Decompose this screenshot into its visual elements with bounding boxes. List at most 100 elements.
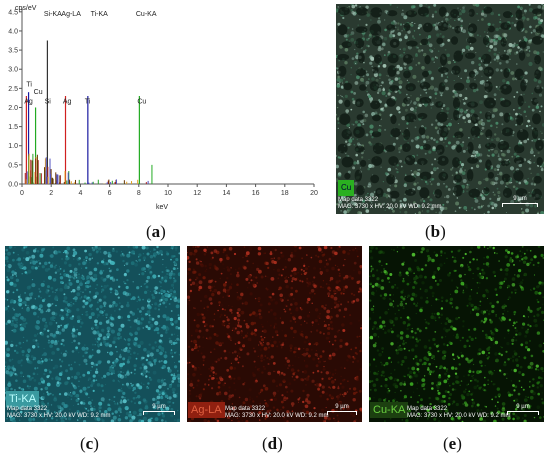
map-speckle (343, 392, 347, 396)
map-speckle (399, 159, 402, 163)
map-speckle (95, 291, 99, 296)
map-speckle (112, 415, 117, 420)
map-speckle (189, 383, 194, 387)
map-speckle (477, 273, 481, 277)
map-speckle (375, 197, 377, 199)
map-pore (434, 189, 442, 199)
map-speckle (118, 415, 121, 417)
map-speckle (520, 6, 523, 10)
map-speckle (417, 80, 420, 83)
map-speckle (284, 363, 288, 366)
map-speckle (177, 267, 179, 270)
map-speckle (474, 123, 478, 127)
map-speckle (161, 271, 164, 273)
map-speckle (350, 74, 352, 76)
map-speckle (535, 364, 539, 368)
map-speckle (319, 271, 323, 275)
map-speckle (10, 410, 14, 413)
map-speckle (527, 310, 529, 312)
map-speckle (473, 363, 475, 366)
peak-top-label: Cu-KA (136, 11, 157, 18)
map-speckle (188, 278, 192, 282)
map-speckle (148, 308, 151, 311)
map-speckle (18, 341, 22, 345)
map-speckle (176, 337, 180, 341)
map-speckle (384, 311, 388, 315)
map-speckle (52, 319, 54, 321)
map-speckle (140, 382, 143, 384)
map-speckle (36, 320, 40, 325)
map-speckle (421, 135, 423, 137)
map-speckle (65, 418, 67, 420)
map-speckle (402, 278, 405, 280)
map-speckle (297, 271, 299, 274)
map-speckle (378, 352, 382, 357)
map-speckle (251, 283, 256, 287)
map-speckle (466, 148, 468, 151)
map-pore (419, 171, 432, 180)
map-speckle (216, 291, 221, 295)
map-speckle (460, 29, 462, 31)
map-speckle (336, 417, 341, 421)
map-speckle (403, 183, 407, 188)
map-speckle (48, 295, 51, 297)
map-speckle (447, 390, 450, 394)
map-speckle (55, 322, 58, 324)
map-speckle (378, 73, 382, 77)
map-speckle (539, 110, 541, 113)
map-speckle (79, 389, 83, 393)
map-speckle (85, 362, 88, 366)
map-speckle (285, 285, 289, 289)
map-speckle (231, 312, 233, 314)
map-speckle (22, 322, 26, 327)
map-speckle (90, 407, 94, 412)
x-tick-label: 18 (281, 190, 289, 197)
map-speckle (502, 313, 504, 315)
map-speckle (388, 78, 391, 82)
map-speckle (28, 417, 33, 422)
map-speckle (31, 265, 35, 270)
map-speckle (289, 319, 292, 323)
map-speckle (273, 397, 278, 402)
map-speckle (397, 346, 401, 350)
map-speckle (270, 355, 274, 359)
map-speckle (229, 273, 232, 276)
map-speckle (337, 387, 340, 390)
map-speckle (369, 192, 375, 197)
map-speckle (527, 405, 531, 410)
map-pore (439, 53, 448, 66)
map-speckle (392, 209, 395, 213)
map-speckle (236, 330, 240, 335)
map-speckle (206, 268, 208, 270)
map-speckle (402, 47, 406, 51)
map-speckle (523, 179, 527, 183)
map-speckle (469, 368, 471, 371)
map-speckle (454, 367, 458, 370)
map-speckle (65, 369, 69, 373)
map-speckle (321, 390, 325, 394)
map-speckle (302, 352, 307, 357)
map-speckle (534, 324, 538, 328)
map-speckle (157, 412, 161, 416)
map-speckle (278, 341, 281, 343)
map-speckle (68, 317, 70, 319)
map-speckle (368, 158, 370, 161)
map-speckle (430, 171, 434, 175)
map-speckle (158, 280, 161, 283)
map-speckle (451, 353, 455, 357)
map-speckle (213, 285, 216, 288)
map-speckle (435, 365, 438, 368)
map-speckle (430, 123, 434, 126)
map-speckle (134, 373, 136, 375)
map-speckle (430, 137, 433, 140)
map-speckle (72, 258, 75, 260)
map-speckle (348, 355, 352, 359)
map-pore (500, 160, 510, 167)
map-speckle (94, 246, 98, 250)
map-speckle (125, 283, 127, 285)
map-speckle (279, 293, 283, 298)
map-speckle (309, 311, 311, 313)
map-speckle (231, 283, 233, 285)
map-speckle (434, 319, 437, 322)
map-speckle (447, 60, 452, 65)
